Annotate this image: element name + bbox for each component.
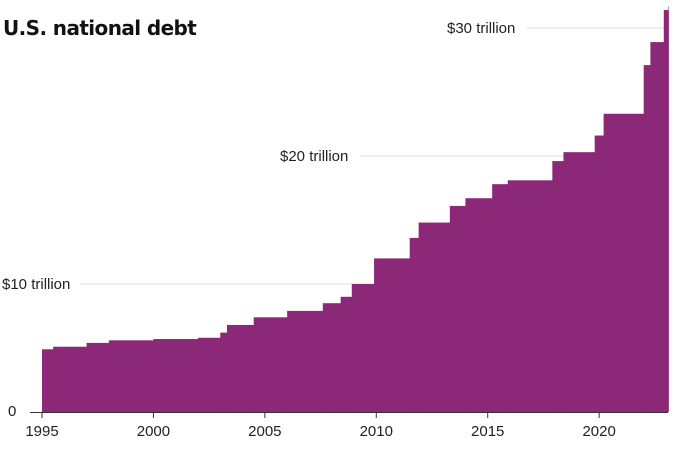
debt-step <box>594 135 605 412</box>
y-tick-label: $20 trillion <box>280 148 348 165</box>
debt-step <box>198 337 221 412</box>
y-tick-label: $30 trillion <box>447 20 515 37</box>
debt-step <box>220 332 228 412</box>
chart-title: U.S. national debt <box>3 16 197 40</box>
debt-step <box>465 198 493 412</box>
debt-step <box>351 284 375 412</box>
x-tick-label: 2015 <box>471 423 504 440</box>
debt-step <box>108 340 154 412</box>
x-tick-label: 2000 <box>137 423 170 440</box>
y-axis-labels: 0 $10 trillion $20 trillion $30 trillion <box>2 20 515 420</box>
x-tick-label: 2005 <box>248 423 281 440</box>
debt-step <box>492 184 509 412</box>
debt-step <box>563 152 596 412</box>
x-tick-label: 2010 <box>360 423 393 440</box>
y-tick-label: $10 trillion <box>2 276 70 293</box>
debt-step <box>650 42 665 412</box>
debt-step <box>226 324 255 412</box>
debt-step <box>603 113 645 412</box>
debt-step <box>643 65 651 413</box>
debt-step <box>287 310 324 412</box>
debt-step <box>668 6 669 413</box>
debt-step <box>153 339 199 412</box>
debt-step <box>449 205 466 412</box>
debt-step <box>374 258 411 412</box>
debt-step <box>340 296 353 412</box>
debt-step <box>409 237 420 412</box>
debt-area <box>42 6 669 413</box>
debt-step <box>53 346 88 412</box>
debt-step <box>253 317 288 412</box>
debt-step <box>663 10 669 413</box>
debt-step <box>42 349 54 412</box>
debt-step <box>418 222 451 412</box>
debt-step <box>322 303 342 412</box>
y-tick-label: 0 <box>8 403 16 420</box>
x-tick-label: 2020 <box>582 423 615 440</box>
debt-step <box>86 342 110 412</box>
x-axis: 1995 2000 2005 2010 2015 2020 <box>25 412 616 440</box>
x-tick-label: 1995 <box>25 423 58 440</box>
debt-step <box>507 180 553 412</box>
debt-step <box>552 161 564 412</box>
